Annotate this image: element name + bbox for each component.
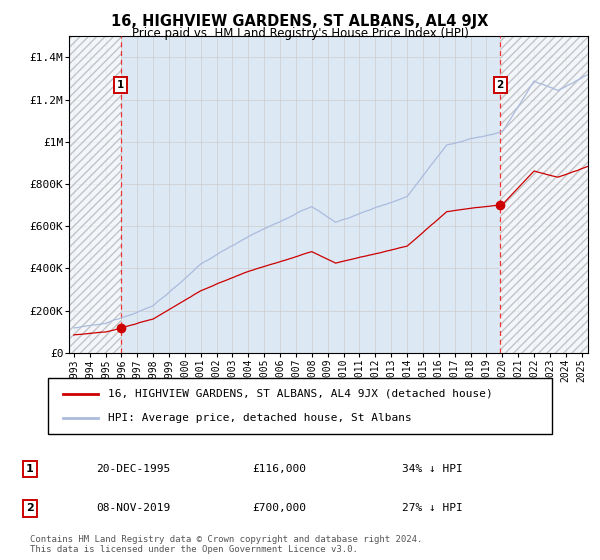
Text: 1: 1 <box>26 464 34 474</box>
Text: 16, HIGHVIEW GARDENS, ST ALBANS, AL4 9JX (detached house): 16, HIGHVIEW GARDENS, ST ALBANS, AL4 9JX… <box>109 389 493 399</box>
Text: 08-NOV-2019: 08-NOV-2019 <box>96 503 170 514</box>
Text: 2: 2 <box>26 503 34 514</box>
Text: £116,000: £116,000 <box>252 464 306 474</box>
Text: 27% ↓ HPI: 27% ↓ HPI <box>402 503 463 514</box>
Text: Price paid vs. HM Land Registry's House Price Index (HPI): Price paid vs. HM Land Registry's House … <box>131 27 469 40</box>
Text: 34% ↓ HPI: 34% ↓ HPI <box>402 464 463 474</box>
Bar <box>500 36 596 353</box>
Text: 20-DEC-1995: 20-DEC-1995 <box>96 464 170 474</box>
Text: 16, HIGHVIEW GARDENS, ST ALBANS, AL4 9JX: 16, HIGHVIEW GARDENS, ST ALBANS, AL4 9JX <box>112 14 488 29</box>
Text: £700,000: £700,000 <box>252 503 306 514</box>
Text: HPI: Average price, detached house, St Albans: HPI: Average price, detached house, St A… <box>109 413 412 423</box>
Text: 2: 2 <box>496 80 503 90</box>
Text: Contains HM Land Registry data © Crown copyright and database right 2024.
This d: Contains HM Land Registry data © Crown c… <box>30 535 422 554</box>
Text: 1: 1 <box>117 80 125 90</box>
Bar <box>66 36 121 353</box>
